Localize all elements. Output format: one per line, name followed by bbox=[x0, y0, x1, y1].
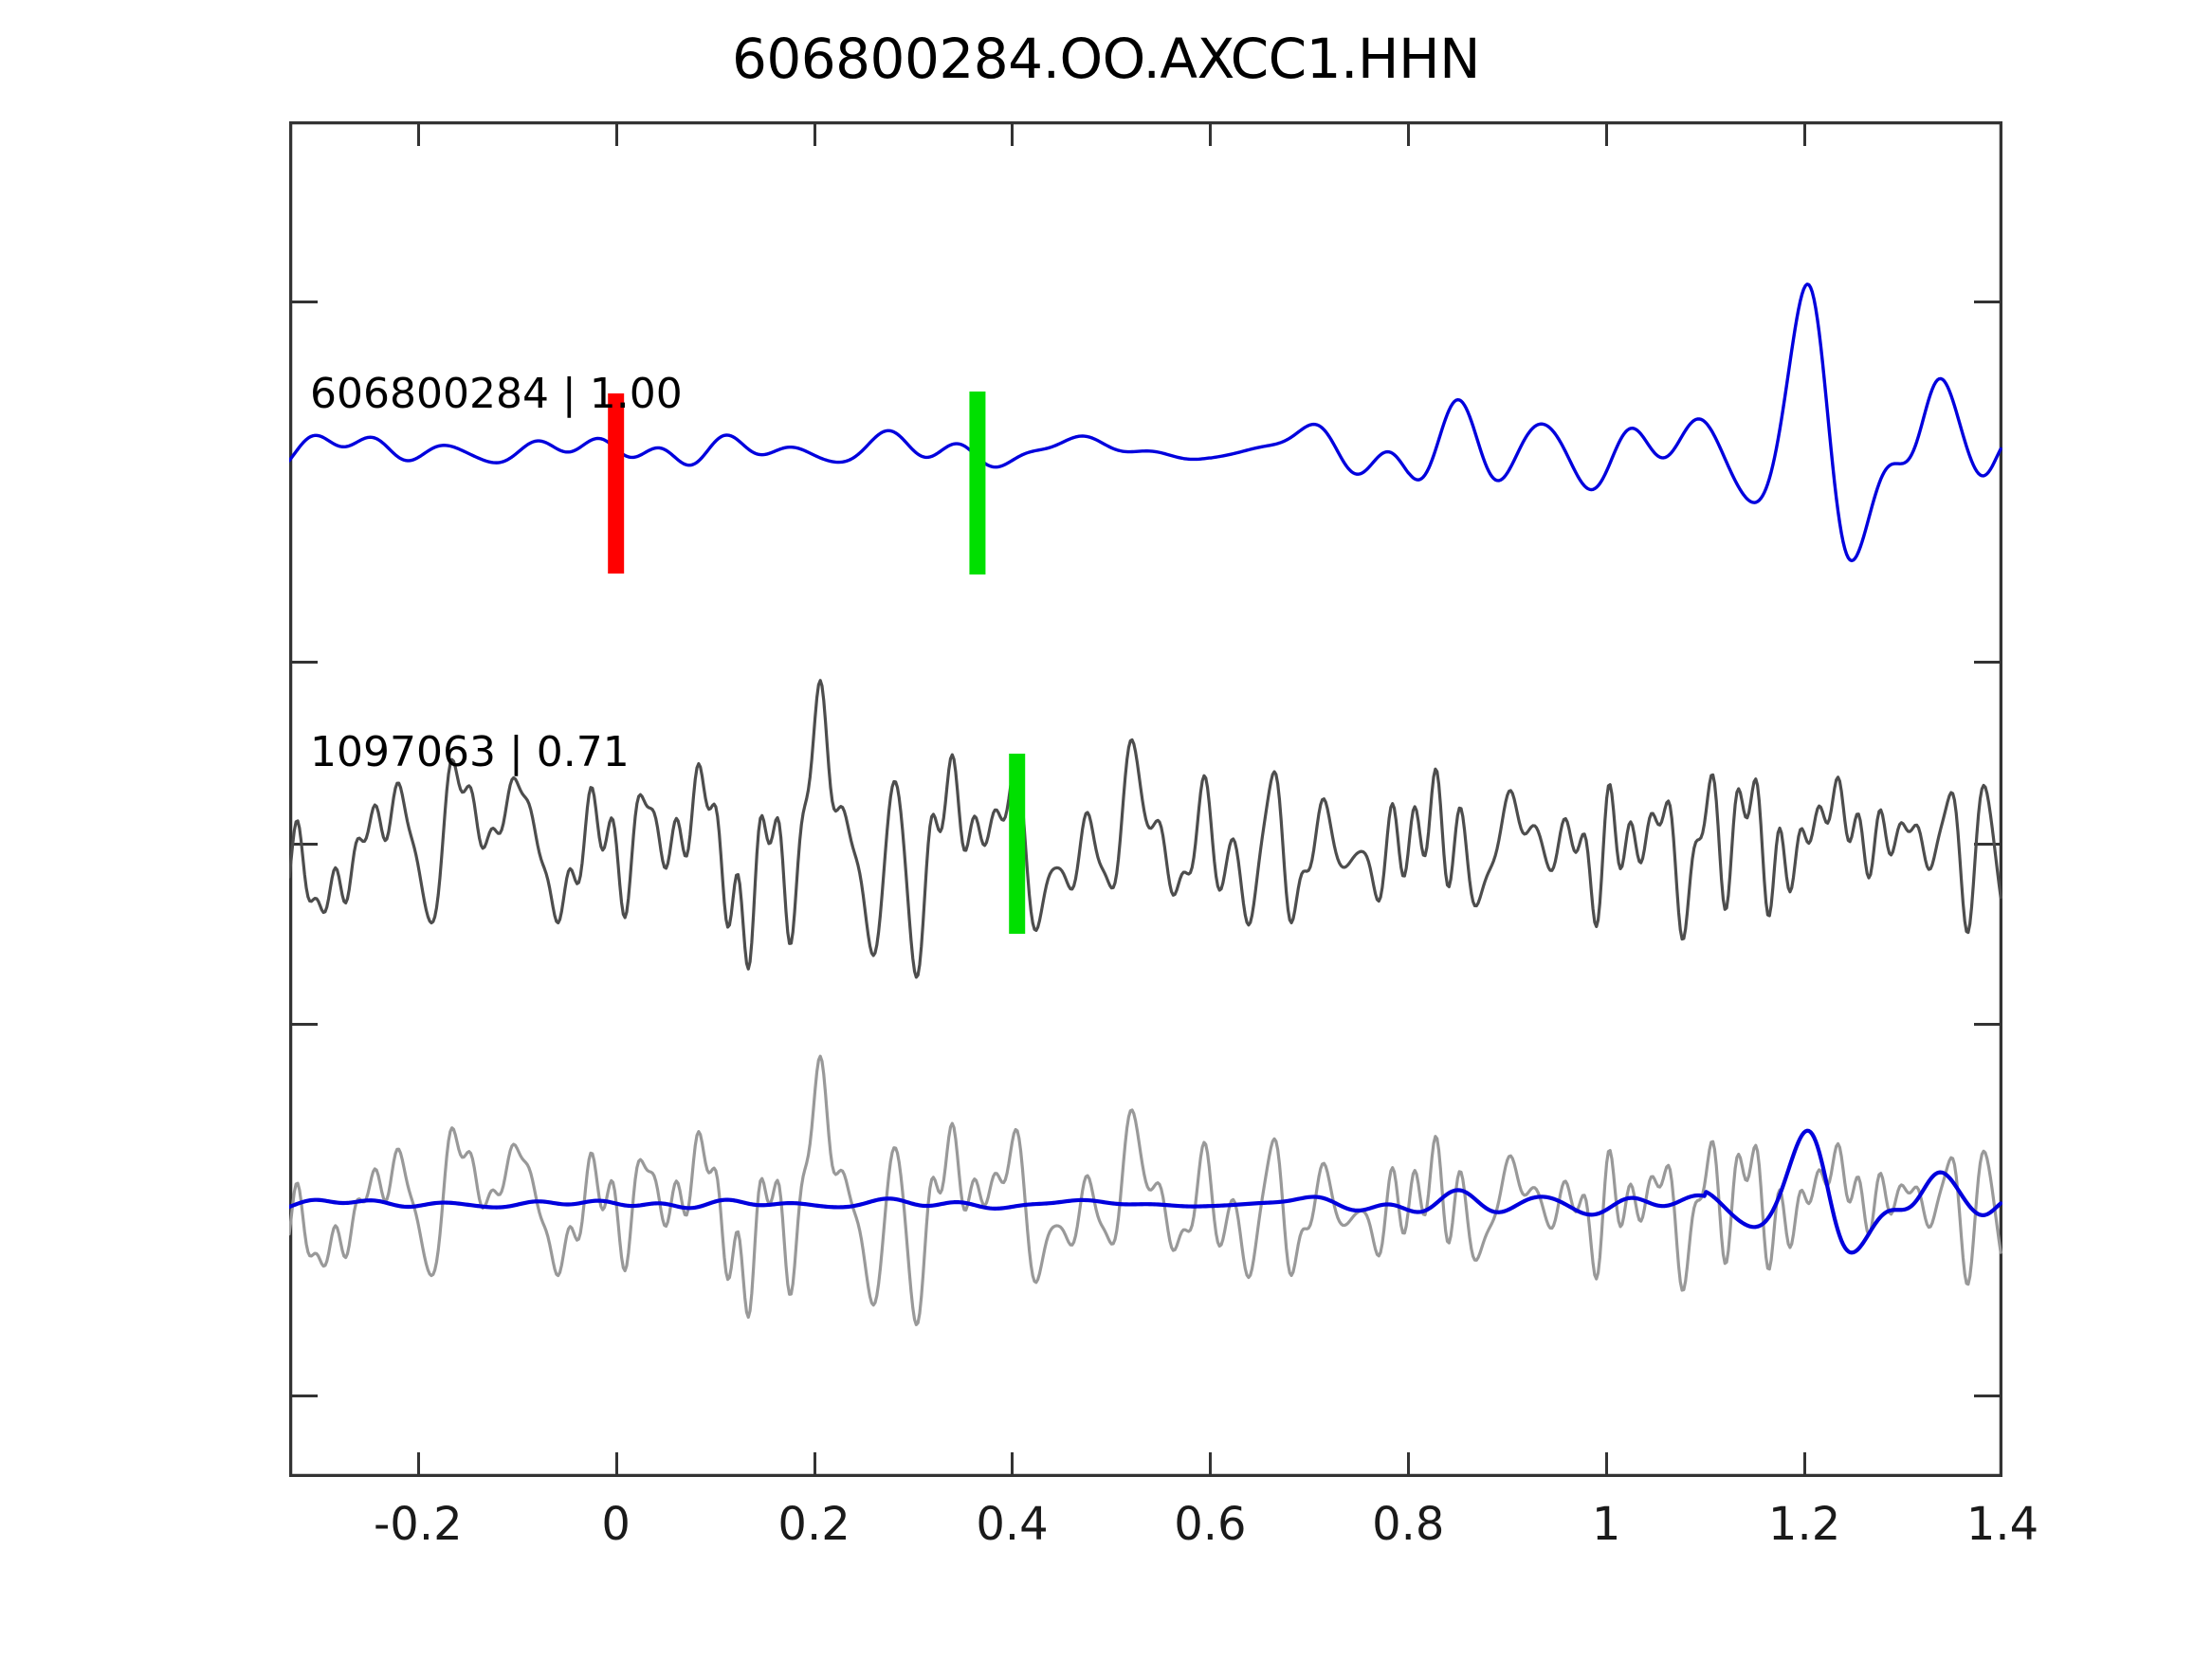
x-tick-label-1: 0 bbox=[601, 1498, 631, 1551]
x-tick-label-5: 0.8 bbox=[1372, 1498, 1445, 1551]
x-tick-label-0: -0.2 bbox=[373, 1498, 463, 1551]
trace-overlay-template bbox=[289, 1128, 2002, 1255]
x-tick-label-4: 0.6 bbox=[1174, 1498, 1247, 1551]
trace-label-detection: 1097063 | 0.71 bbox=[310, 728, 630, 776]
trace-label-template: 606800284 | 1.00 bbox=[310, 370, 683, 418]
plot-frame bbox=[289, 121, 2002, 1477]
plot-area bbox=[289, 121, 2002, 1477]
trace-template bbox=[289, 283, 2002, 563]
x-tick-label-8: 1.4 bbox=[1965, 1498, 2039, 1551]
page-title: 606800284.OO.AXCC1.HHN bbox=[731, 27, 1481, 91]
x-tick-label-2: 0.2 bbox=[777, 1498, 850, 1551]
x-tick-label-3: 0.4 bbox=[976, 1498, 1049, 1551]
x-tick-label-6: 1 bbox=[1591, 1498, 1621, 1551]
x-tick-label-7: 1.2 bbox=[1767, 1498, 1841, 1551]
trace-detection bbox=[289, 679, 2002, 979]
trace-overlay-detection bbox=[289, 1054, 2002, 1326]
waveform-plot bbox=[289, 121, 2002, 1477]
